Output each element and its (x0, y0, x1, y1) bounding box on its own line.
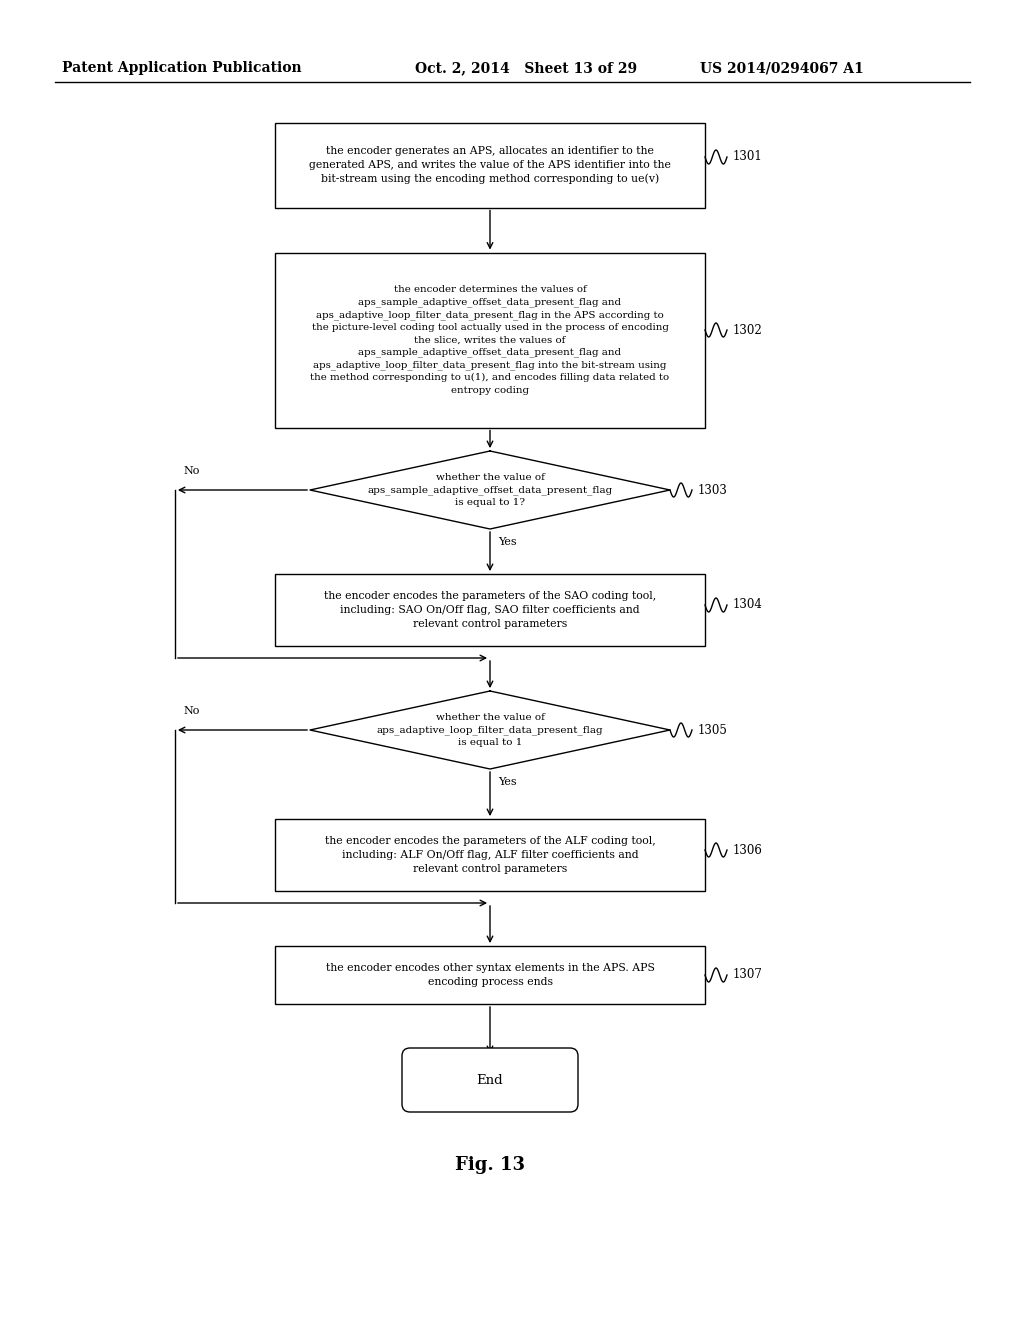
Text: 1301: 1301 (733, 150, 763, 164)
Bar (275, 252, 705, 428)
Text: Yes: Yes (498, 777, 517, 787)
Text: 1303: 1303 (698, 483, 728, 496)
FancyBboxPatch shape (402, 1048, 578, 1111)
Text: the encoder encodes the parameters of the SAO coding tool,
including: SAO On/Off: the encoder encodes the parameters of th… (324, 591, 656, 628)
Text: 1305: 1305 (698, 723, 728, 737)
Text: 1307: 1307 (733, 969, 763, 982)
Text: the encoder encodes other syntax elements in the APS. APS
encoding process ends: the encoder encodes other syntax element… (326, 964, 654, 987)
Text: 1304: 1304 (733, 598, 763, 611)
Text: Oct. 2, 2014   Sheet 13 of 29: Oct. 2, 2014 Sheet 13 of 29 (415, 61, 637, 75)
Text: No: No (183, 466, 200, 477)
Text: the encoder encodes the parameters of the ALF coding tool,
including: ALF On/Off: the encoder encodes the parameters of th… (325, 837, 655, 874)
Bar (275, 946, 705, 1005)
Bar (275, 574, 705, 645)
Bar (275, 123, 705, 207)
Text: Yes: Yes (498, 537, 517, 546)
Text: End: End (477, 1073, 504, 1086)
Text: the encoder determines the values of
aps_sample_adaptive_offset_data_present_fla: the encoder determines the values of aps… (310, 285, 670, 395)
Text: Patent Application Publication: Patent Application Publication (62, 61, 302, 75)
Text: whether the value of
aps_sample_adaptive_offset_data_present_flag
is equal to 1?: whether the value of aps_sample_adaptive… (368, 473, 612, 507)
Text: the encoder generates an APS, allocates an identifier to the
generated APS, and : the encoder generates an APS, allocates … (309, 147, 671, 183)
Text: whether the value of
aps_adaptive_loop_filter_data_present_flag
is equal to 1: whether the value of aps_adaptive_loop_f… (377, 713, 603, 747)
Text: US 2014/0294067 A1: US 2014/0294067 A1 (700, 61, 864, 75)
Text: No: No (183, 706, 200, 715)
Bar (275, 818, 705, 891)
Text: Fig. 13: Fig. 13 (455, 1156, 525, 1173)
Text: 1302: 1302 (733, 323, 763, 337)
Text: 1306: 1306 (733, 843, 763, 857)
